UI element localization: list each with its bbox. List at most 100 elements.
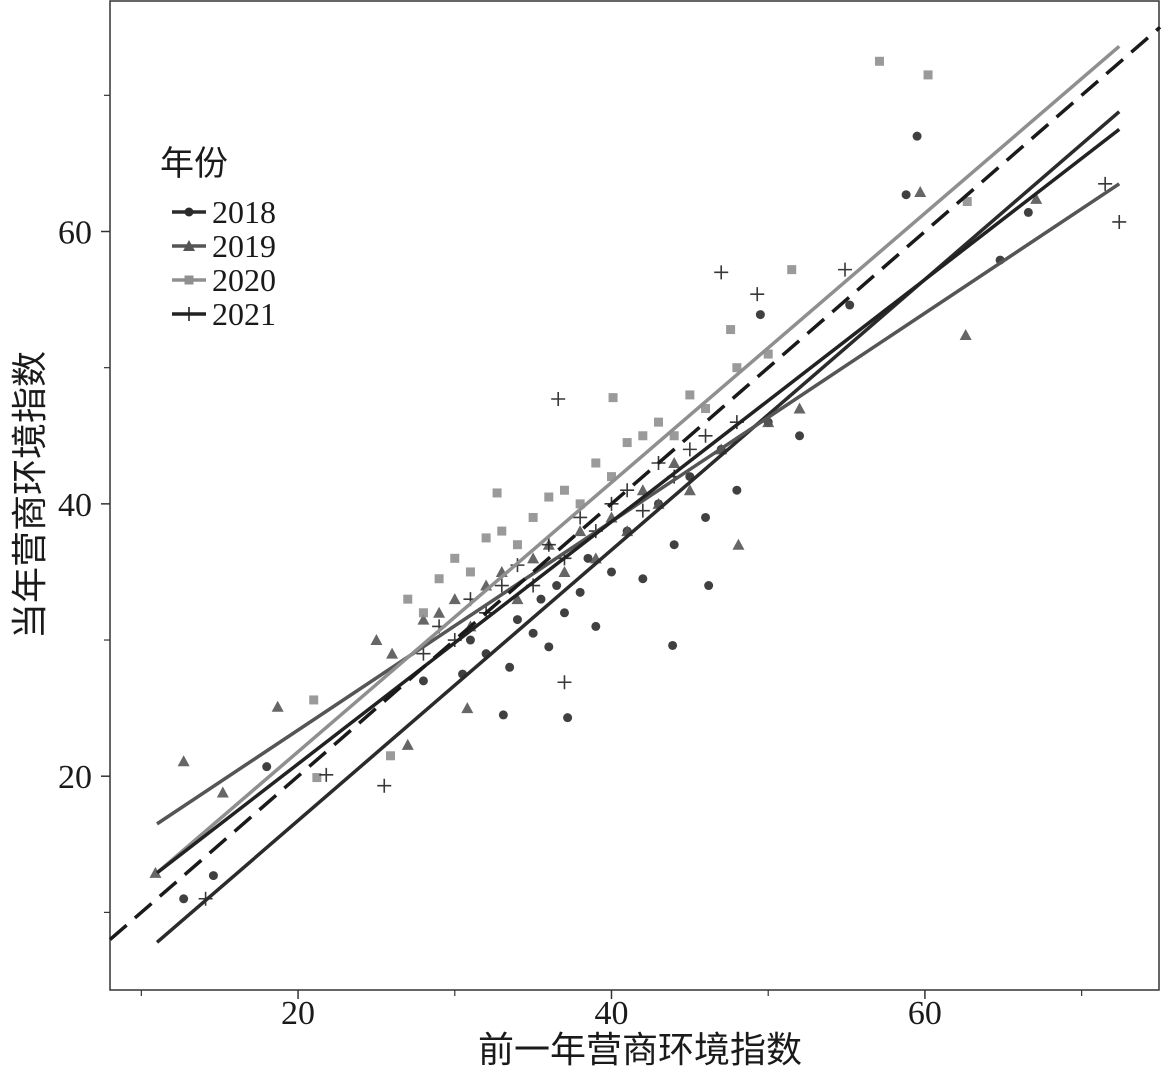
point: [901, 190, 911, 200]
point: [701, 512, 711, 522]
point: [575, 587, 585, 597]
point: [669, 431, 679, 441]
legend-label: 2020: [212, 262, 276, 298]
fit-line: [155, 44, 1121, 875]
point: [704, 581, 714, 591]
point: [216, 786, 229, 798]
point: [914, 186, 927, 198]
point: [698, 428, 713, 443]
series-points: [309, 56, 972, 783]
point: [434, 574, 444, 584]
point: [732, 363, 742, 373]
point: [635, 503, 650, 518]
point: [1030, 192, 1043, 204]
fit-line: [155, 110, 1121, 944]
point: [528, 512, 538, 522]
point: [559, 608, 569, 618]
point: [557, 675, 572, 690]
point: [149, 866, 162, 878]
point: [714, 265, 729, 280]
point: [309, 695, 319, 705]
point: [838, 262, 852, 277]
point: [417, 613, 430, 625]
point: [845, 300, 855, 310]
y-tick-label: 60: [58, 214, 92, 251]
point: [654, 417, 664, 427]
point: [668, 640, 678, 650]
point: [762, 416, 775, 428]
point: [682, 442, 697, 457]
fit-line: [156, 182, 1121, 826]
point: [386, 751, 396, 761]
point: [669, 540, 679, 550]
point: [732, 538, 745, 550]
point: [1023, 207, 1033, 217]
point: [668, 456, 681, 468]
point: [750, 287, 765, 302]
point: [498, 710, 508, 720]
point: [559, 485, 569, 495]
point: [638, 431, 648, 441]
point: [416, 646, 431, 661]
point: [177, 755, 190, 767]
point: [505, 662, 515, 672]
point: [403, 594, 413, 604]
point: [683, 484, 696, 496]
point: [606, 567, 616, 577]
point: [755, 310, 765, 320]
series-points: [179, 131, 1033, 904]
point: [552, 581, 562, 591]
point: [959, 328, 972, 340]
point: [512, 540, 522, 550]
point: [701, 404, 711, 414]
point: [558, 565, 571, 577]
point: [620, 483, 635, 498]
point: [370, 634, 383, 646]
point: [874, 56, 884, 66]
point: [1112, 214, 1127, 229]
point: [923, 70, 933, 80]
point: [541, 537, 556, 552]
point: [527, 552, 540, 564]
point: [551, 391, 566, 406]
y-tick-label: 40: [58, 487, 92, 524]
point: [512, 615, 522, 625]
point: [262, 762, 272, 772]
point: [401, 738, 414, 750]
point: [795, 431, 805, 441]
point: [574, 525, 587, 537]
point: [763, 349, 773, 359]
point: [461, 702, 474, 714]
y-tick-label: 20: [58, 759, 92, 796]
plot-frame: [109, 0, 1160, 991]
point: [465, 567, 475, 577]
x-tick-label: 40: [594, 995, 628, 1032]
reference-line: [108, 25, 1162, 941]
point: [573, 510, 588, 525]
point: [497, 526, 507, 536]
point: [208, 871, 218, 881]
point: [536, 594, 546, 604]
point: [481, 533, 491, 543]
legend-marker: [183, 240, 195, 251]
point: [575, 499, 585, 509]
point: [418, 608, 428, 618]
point: [793, 402, 806, 414]
legend-title: 年份: [160, 145, 228, 183]
point: [528, 628, 538, 638]
y-axis-label: 当年营商环境指数: [10, 351, 50, 639]
point: [726, 325, 736, 335]
legend-label: 2018: [212, 194, 276, 230]
point: [450, 553, 460, 563]
point: [622, 438, 632, 448]
series-points: [198, 176, 1127, 906]
point: [591, 621, 601, 631]
point: [312, 773, 322, 783]
point: [179, 894, 189, 904]
point: [685, 390, 695, 400]
point: [732, 485, 742, 495]
point: [962, 197, 972, 207]
point: [418, 676, 428, 686]
point: [319, 767, 334, 782]
legend-marker: [184, 275, 194, 285]
